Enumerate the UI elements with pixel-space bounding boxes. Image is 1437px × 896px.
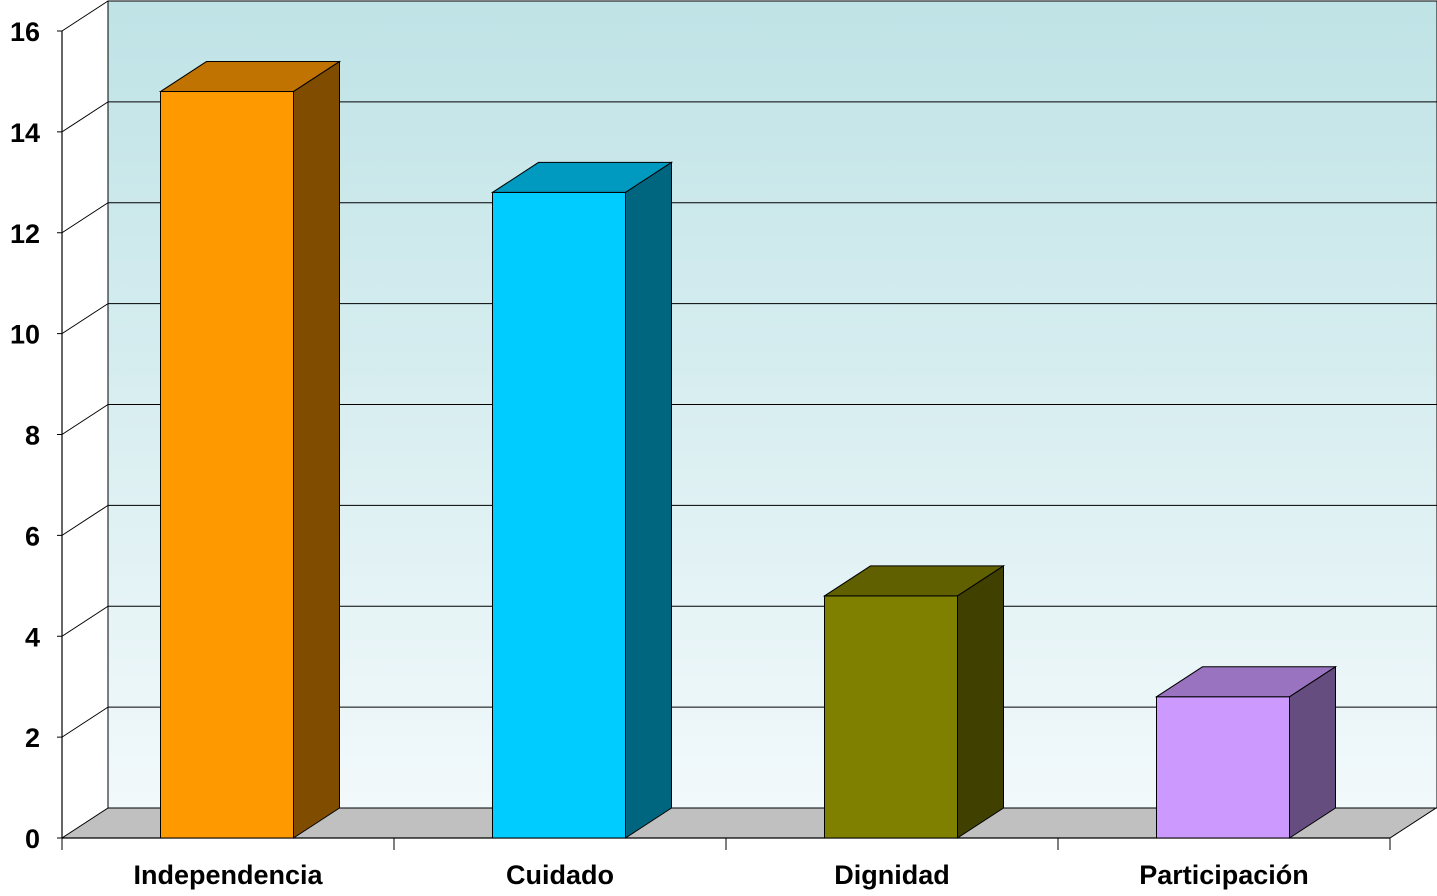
y-tick-label: 2: [25, 723, 40, 753]
bars: [158, 60, 1338, 839]
x-tick-label: Independencia: [133, 860, 323, 890]
bar-side: [293, 60, 340, 839]
bar-side: [625, 161, 672, 839]
bar-front: [160, 91, 294, 839]
y-tick-label: 4: [25, 622, 40, 652]
y-tick-label: 0: [25, 824, 40, 854]
gridline-diagonal: [61, 706, 109, 738]
y-tick-label: 6: [25, 521, 40, 551]
gridline-diagonal: [61, 404, 109, 435]
y-tick-label: 10: [10, 320, 40, 350]
bar-front: [1156, 696, 1290, 839]
bar-front: [824, 595, 958, 839]
gridline-diagonal: [61, 303, 109, 335]
bar-dignidad: [822, 564, 1006, 839]
gridline-diagonal: [61, 504, 109, 536]
gridline-diagonal: [61, 101, 109, 133]
x-tick-label: Cuidado: [506, 860, 614, 890]
bar-independencia: [158, 60, 342, 839]
gridline-diagonal: [61, 605, 109, 637]
bar-front: [492, 191, 626, 839]
y-tick-label: 8: [25, 421, 40, 451]
bar-side: [957, 564, 1004, 839]
y-tick-label: 12: [10, 219, 40, 249]
y-tick-label: 14: [10, 118, 40, 148]
y-tick-label: 16: [10, 17, 40, 47]
bar-cuidado: [490, 161, 674, 839]
bar-participación: [1154, 665, 1338, 839]
x-tick-label: Dignidad: [834, 860, 950, 890]
gridline-diagonal: [61, 202, 109, 234]
x-tick-label: Participación: [1139, 860, 1309, 890]
tick-labels: 0 2 4 6 8 10 12 14 16 Independencia Cuidado Dignida…: [10, 17, 1309, 890]
gridline-diagonal: [61, 0, 109, 32]
bar-side: [1289, 665, 1336, 839]
